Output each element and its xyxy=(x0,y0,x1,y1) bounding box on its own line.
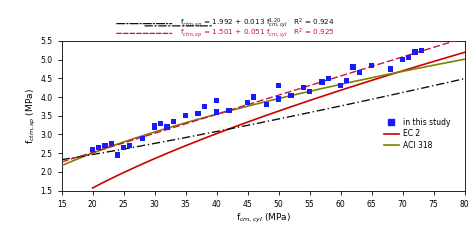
Point xyxy=(318,80,326,84)
Point xyxy=(337,84,344,88)
Point xyxy=(417,48,425,52)
Text: f$_{\mathit{ctm,sp}}$ = 1.501 + 0.051 f$_{\mathit{cm,cyl}}$   R$^2$ = 0.925: f$_{\mathit{ctm,sp}}$ = 1.501 + 0.051 f$… xyxy=(181,27,335,40)
Point xyxy=(263,103,270,106)
Point xyxy=(151,125,158,129)
Point xyxy=(411,50,419,54)
Point xyxy=(356,71,363,74)
Point xyxy=(275,97,283,101)
Point xyxy=(405,56,412,59)
Point xyxy=(120,146,128,149)
Point xyxy=(349,65,357,69)
Point xyxy=(126,144,134,148)
Point xyxy=(225,108,233,112)
Y-axis label: f$_{ctm,sp}$ (MPa): f$_{ctm,sp}$ (MPa) xyxy=(25,88,38,144)
Point xyxy=(306,90,313,93)
Point xyxy=(138,136,146,140)
Point xyxy=(386,67,394,71)
Point xyxy=(244,101,251,104)
Point xyxy=(250,95,257,99)
Point xyxy=(213,110,220,114)
Point xyxy=(201,105,208,108)
Point xyxy=(108,142,115,146)
Point xyxy=(182,114,190,118)
Point xyxy=(194,112,202,116)
Point xyxy=(169,120,177,123)
Point xyxy=(101,144,109,148)
Point xyxy=(95,146,102,149)
X-axis label: f$_{cm,cyl}$ (MPa): f$_{cm,cyl}$ (MPa) xyxy=(236,212,291,225)
Point xyxy=(343,78,351,82)
Point xyxy=(213,99,220,103)
Point xyxy=(163,125,171,129)
Text: f$_{\mathit{ctm,sp}}$ = 1.992 + 0.013 f$_{\mathit{cm,cyl}}^{1.20}$   R$^2$ = 0.9: f$_{\mathit{ctm,sp}}$ = 1.992 + 0.013 f$… xyxy=(181,16,335,31)
Point xyxy=(368,63,375,67)
Point xyxy=(151,123,158,127)
Point xyxy=(324,76,332,80)
Point xyxy=(275,84,283,88)
Point xyxy=(300,86,307,89)
Point xyxy=(287,93,295,97)
Point xyxy=(399,58,406,61)
Point xyxy=(89,148,96,151)
Point xyxy=(157,121,164,125)
Point xyxy=(114,153,121,157)
Legend: in this study, EC 2, ACI 318: in this study, EC 2, ACI 318 xyxy=(382,116,453,152)
